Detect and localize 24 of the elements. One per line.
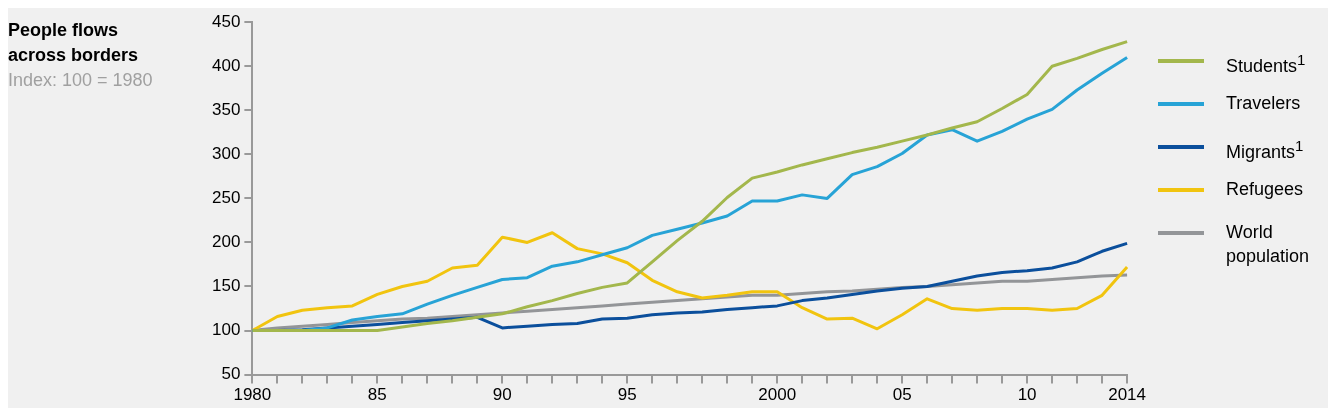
x-tick-label: 10 (1017, 385, 1037, 405)
y-tick-label: 250 (211, 188, 241, 208)
legend-label: World population (1226, 221, 1311, 266)
y-tick-label: 450 (211, 11, 241, 31)
x-tick-label: 2000 (758, 385, 797, 405)
legend-label: Migrants$^{1}$ (1226, 136, 1305, 162)
y-tick-label: 50 (221, 364, 241, 384)
legend-label: Students$^{1}$ (1226, 50, 1307, 76)
x-tick-label: 90 (492, 385, 512, 405)
x-tick-label: 95 (617, 385, 637, 405)
y-tick-label: 400 (211, 55, 241, 75)
y-tick-label: 100 (211, 320, 241, 340)
y-tick-label: 350 (211, 99, 241, 119)
y-tick-label: 300 (211, 144, 241, 164)
legend-label: Travelers (1226, 92, 1302, 115)
y-tick-label: 150 (211, 276, 241, 296)
x-tick-label: 85 (367, 385, 387, 405)
x-tick-label: 2014 (1108, 385, 1146, 405)
legend-label: Refugees (1226, 178, 1305, 201)
y-tick-label: 200 (211, 232, 241, 252)
text: People flows across borders (8, 19, 140, 67)
text: Index: 100 = 1980 (8, 69, 154, 92)
x-tick-label: 05 (892, 385, 912, 405)
x-tick-label: 1980 (233, 385, 272, 405)
